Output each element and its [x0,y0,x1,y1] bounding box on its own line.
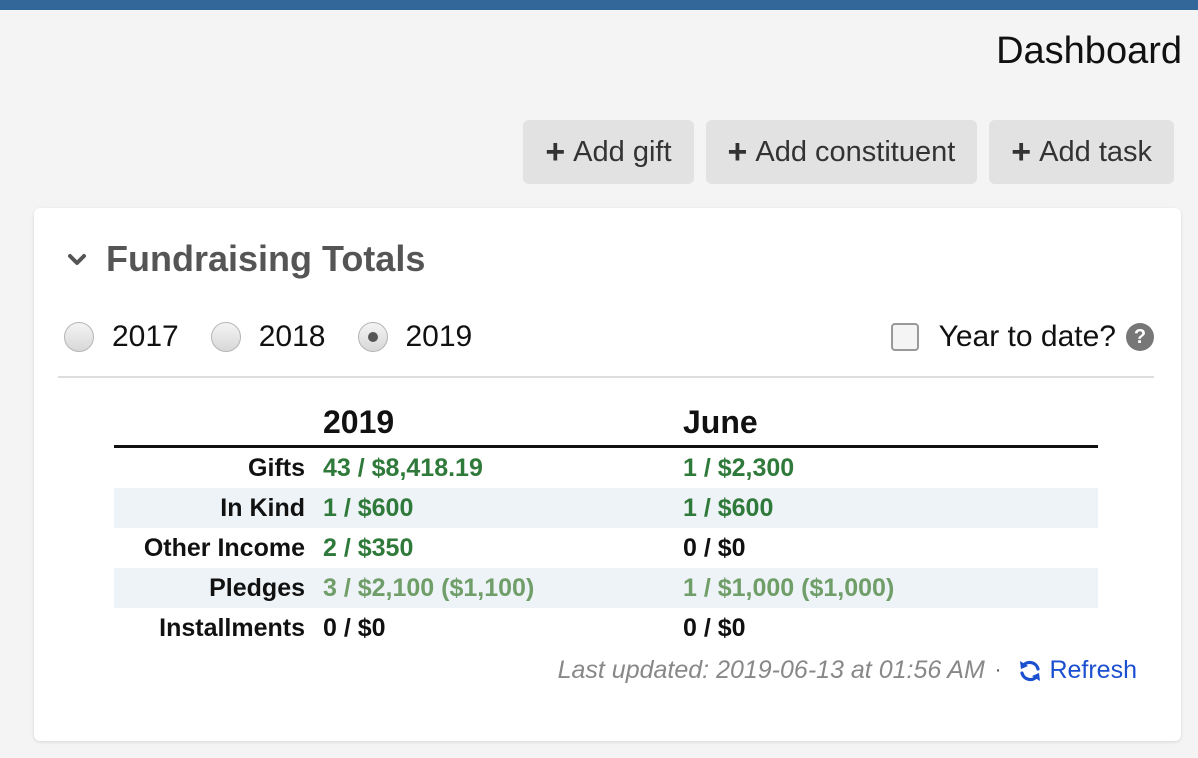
column-header-year: 2019 [323,404,395,440]
table-row: In Kind 1 / $600 1 / $600 [114,488,1098,528]
row-label: In Kind [220,493,305,522]
year-to-date-label: Year to date? [938,320,1116,353]
add-constituent-button[interactable]: + Add constituent [705,120,978,184]
row-label: Pledges [209,573,305,602]
table-row: Installments 0 / $0 0 / $0 [114,608,1098,648]
add-gift-button[interactable]: + Add gift [523,120,694,184]
gifts-month-value[interactable]: 1 / $2,300 [683,453,795,482]
page-title: Dashboard [996,30,1182,72]
fundraising-totals-panel: Fundraising Totals 2017 2018 2019 Year t… [34,208,1181,741]
year-label: 2018 [258,320,326,353]
table-row: Pledges 3 / $2,100 ($1,100) 1 / $1,000 (… [114,568,1098,608]
pledges-year-value[interactable]: 3 / $2,100 ($1,100) [323,573,535,602]
top-bar [0,0,1198,10]
panel-footer: Last updated: 2019-06-13 at 01:56 AM · R… [558,656,1137,685]
totals-table-header: 2019 June [114,400,1098,448]
radio-2017[interactable] [64,322,94,352]
plus-icon: + [545,133,566,171]
add-task-label: Add task [1039,135,1152,168]
chevron-down-icon[interactable] [64,246,90,272]
panel-header[interactable]: Fundraising Totals [64,238,425,280]
panel-title: Fundraising Totals [106,238,426,279]
row-label: Installments [159,613,305,642]
action-toolbar: + Add gift + Add constituent + Add task [523,120,1174,184]
row-label: Gifts [248,453,305,482]
separator-dot: · [994,659,1002,681]
radio-2018[interactable] [210,322,241,352]
in-kind-month-value[interactable]: 1 / $600 [683,493,774,522]
gifts-year-value[interactable]: 43 / $8,418.19 [323,453,483,482]
totals-table: 2019 June Gifts 43 / $8,418.19 1 / $2,30… [114,400,1098,648]
help-icon[interactable]: ? [1126,323,1154,351]
refresh-link[interactable]: Refresh [1017,656,1137,685]
plus-icon: + [727,133,748,171]
installments-month-value: 0 / $0 [683,613,746,642]
refresh-icon [1020,660,1041,681]
add-constituent-label: Add constituent [755,135,956,168]
year-to-date-toggle: Year to date? ? [890,320,1154,354]
year-option-2019[interactable]: 2019 [357,320,473,354]
year-option-2018[interactable]: 2018 [210,320,326,354]
other-income-year-value[interactable]: 2 / $350 [323,533,414,562]
installments-year-value: 0 / $0 [323,613,386,642]
plus-icon: + [1011,133,1032,171]
column-header-month: June [683,404,758,440]
refresh-label: Refresh [1049,656,1137,684]
year-option-2017[interactable]: 2017 [64,320,179,354]
pledges-month-value[interactable]: 1 / $1,000 ($1,000) [683,573,895,602]
year-to-date-checkbox[interactable] [890,323,919,351]
table-row: Other Income 2 / $350 0 / $0 [114,528,1098,568]
add-task-button[interactable]: + Add task [989,120,1174,184]
radio-2019[interactable] [357,322,388,352]
last-updated-text: Last updated: 2019-06-13 at 01:56 AM [557,656,985,684]
year-label: 2019 [405,320,473,353]
year-radio-group: 2017 2018 2019 [64,320,504,354]
other-income-month-value: 0 / $0 [683,533,746,562]
year-selector-row: 2017 2018 2019 Year to date? ? [64,320,1154,356]
row-label: Other Income [143,533,305,562]
table-row: Gifts 43 / $8,418.19 1 / $2,300 [114,448,1098,488]
in-kind-year-value[interactable]: 1 / $600 [323,493,414,522]
add-gift-label: Add gift [573,135,672,168]
divider [58,376,1154,378]
year-label: 2017 [112,320,179,353]
